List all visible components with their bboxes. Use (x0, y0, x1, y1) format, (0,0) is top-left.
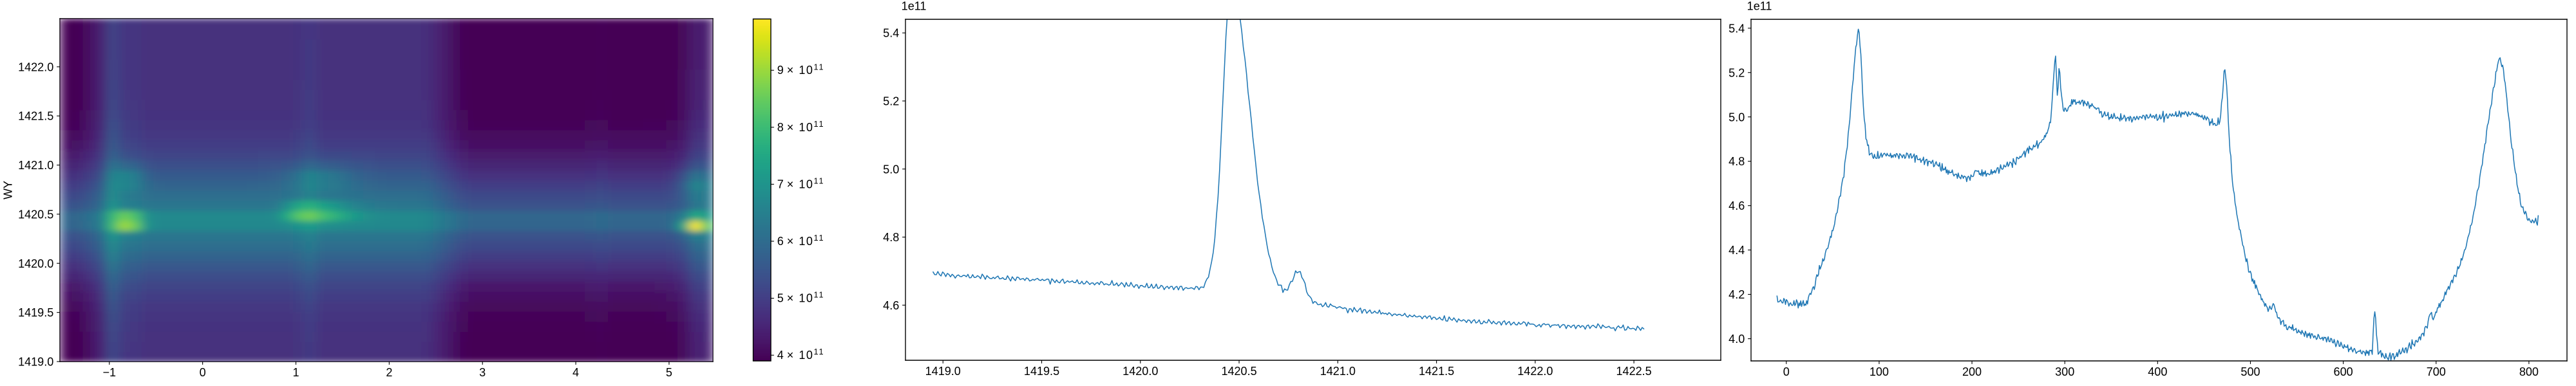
svg-text:4.8: 4.8 (1728, 155, 1745, 168)
svg-text:−1: −1 (102, 366, 116, 379)
svg-text:5 × 1: 5 × 1 0 1 1 (777, 285, 824, 306)
svg-text:5: 5 (666, 366, 672, 379)
svg-text:4: 4 (573, 366, 579, 379)
svg-text:5.4: 5.4 (883, 27, 899, 40)
svg-text:4.8: 4.8 (883, 231, 899, 244)
svg-text:200: 200 (1962, 365, 1982, 378)
svg-text:4.0: 4.0 (1728, 333, 1745, 345)
svg-text:1420.5: 1420.5 (18, 208, 53, 221)
svg-text:9 × 1: 9 × 1 0 1 1 (777, 57, 824, 77)
svg-text:500: 500 (2240, 365, 2260, 378)
svg-text:1421.0: 1421.0 (1320, 365, 1356, 378)
svg-text:1: 1 (292, 366, 299, 379)
svg-text:1420.0: 1420.0 (1122, 365, 1158, 378)
svg-text:5.0: 5.0 (883, 163, 899, 176)
svg-text:1422.0: 1422.0 (1517, 365, 1553, 378)
svg-text:0: 0 (1783, 365, 1790, 378)
svg-text:100: 100 (1870, 365, 1889, 378)
svg-text:4.6: 4.6 (1728, 199, 1745, 212)
svg-text:400: 400 (2148, 365, 2167, 378)
svg-text:1420.5: 1420.5 (1221, 365, 1256, 378)
svg-text:1419.5: 1419.5 (18, 306, 53, 319)
svg-text:1419.0: 1419.0 (925, 365, 961, 378)
svg-text:1419.0: 1419.0 (18, 356, 53, 369)
svg-text:7 × 1: 7 × 1 0 1 1 (777, 170, 824, 191)
svg-text:300: 300 (2055, 365, 2074, 378)
svg-text:1421.5: 1421.5 (1419, 365, 1454, 378)
svg-text:1419.5: 1419.5 (1024, 365, 1059, 378)
svg-text:1421.5: 1421.5 (18, 110, 53, 123)
svg-text:1420.0: 1420.0 (18, 257, 53, 270)
svg-text:5.2: 5.2 (1728, 66, 1745, 79)
svg-text:800: 800 (2519, 365, 2539, 378)
svg-text:1e11: 1e11 (1747, 0, 1772, 13)
svg-text:4.6: 4.6 (883, 299, 899, 312)
svg-text:5.0: 5.0 (1728, 111, 1745, 124)
svg-text:1e11: 1e11 (902, 0, 927, 13)
svg-text:2: 2 (386, 366, 392, 379)
svg-text:700: 700 (2427, 365, 2446, 378)
svg-text:6 × 1: 6 × 1 0 1 1 (777, 228, 824, 248)
svg-text:8 × 1: 8 × 1 0 1 1 (777, 114, 824, 134)
svg-text:5.2: 5.2 (883, 95, 899, 107)
svg-text:4 × 1: 4 × 1 0 1 1 (777, 342, 824, 362)
svg-text:4.4: 4.4 (1728, 244, 1745, 257)
svg-text:5.4: 5.4 (1728, 22, 1745, 35)
svg-text:600: 600 (2334, 365, 2353, 378)
svg-text:1421.0: 1421.0 (18, 159, 53, 172)
svg-text:3: 3 (479, 366, 486, 379)
svg-text:1422.5: 1422.5 (1616, 365, 1652, 378)
svg-text:0: 0 (200, 366, 206, 379)
svg-text:1422.0: 1422.0 (18, 60, 53, 73)
svg-text:WY: WY (2, 181, 15, 199)
svg-text:4.2: 4.2 (1728, 288, 1745, 301)
